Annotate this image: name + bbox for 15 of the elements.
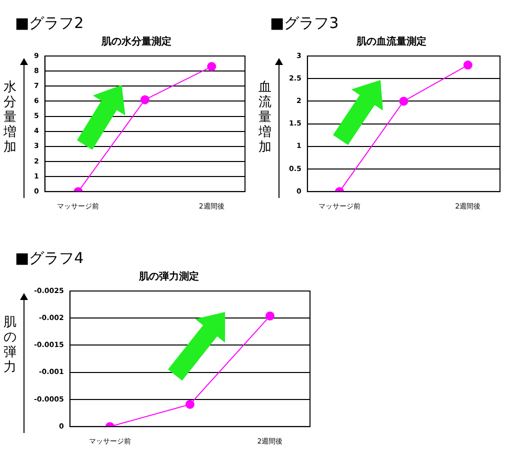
y-axis-title: 水分量増加 [3, 80, 17, 155]
y-axis-title: 肌の弾力 [3, 315, 17, 375]
point [399, 96, 408, 106]
point [185, 400, 194, 409]
point [140, 95, 150, 104]
y-axis-title: 血流量増加 [258, 80, 272, 155]
chart-title: ■グラフ4 [15, 249, 84, 268]
point [207, 62, 216, 72]
chart-title: ■グラフ2 [15, 14, 84, 33]
point [265, 311, 274, 320]
chart-subtitle: 肌の血流量測定 [356, 36, 426, 48]
point [463, 60, 472, 70]
chart-subtitle: 肌の水分量測定 [100, 36, 172, 48]
chart-title: ■グラフ3 [270, 14, 339, 33]
chart-subtitle: 肌の弾力測定 [138, 270, 199, 283]
